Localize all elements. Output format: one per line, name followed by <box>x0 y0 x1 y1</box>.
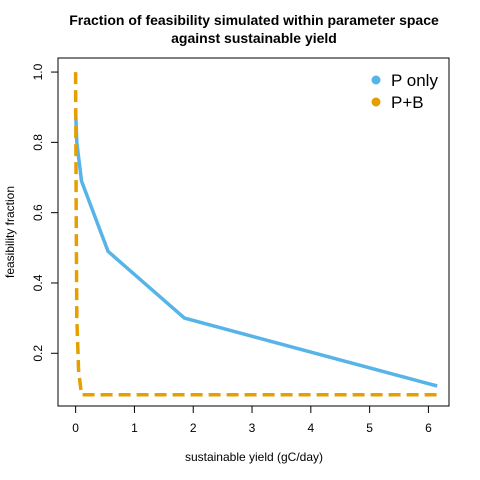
series-layer <box>73 72 438 397</box>
x-tick-label: 3 <box>249 421 256 435</box>
x-tick-label: 4 <box>307 421 314 435</box>
legend-marker-2 <box>371 97 381 107</box>
y-axis-label: feasibility fraction <box>3 186 17 278</box>
series-line-2 <box>73 72 438 397</box>
x-tick-label: 1 <box>131 421 138 435</box>
x-tick-label: 2 <box>190 421 197 435</box>
y-tick-label: 0.6 <box>31 204 45 221</box>
legend-marker-1 <box>371 75 381 85</box>
y-tick-label: 0.2 <box>31 345 45 362</box>
x-tick-label: 5 <box>366 421 373 435</box>
chart-title-line1: Fraction of feasibility simulated within… <box>69 12 439 28</box>
x-axis: 0 1 2 3 4 5 6 <box>72 405 432 435</box>
legend-label-2: P+B <box>391 93 424 112</box>
y-tick-label: 0.4 <box>31 274 45 291</box>
legend-label-1: P only <box>391 71 438 90</box>
x-tick-label: 6 <box>425 421 432 435</box>
legend: P only P+B <box>371 71 438 112</box>
x-axis-label: sustainable yield (gC/day) <box>185 450 323 464</box>
y-tick-label: 1.0 <box>31 63 45 80</box>
x-tick-label: 0 <box>72 421 79 435</box>
y-axis: 0.2 0.4 0.6 0.8 1.0 <box>31 63 59 362</box>
y-tick-label: 0.8 <box>31 134 45 151</box>
series-line-1 <box>73 110 438 388</box>
chart-title-line2: against sustainable yield <box>171 30 337 46</box>
